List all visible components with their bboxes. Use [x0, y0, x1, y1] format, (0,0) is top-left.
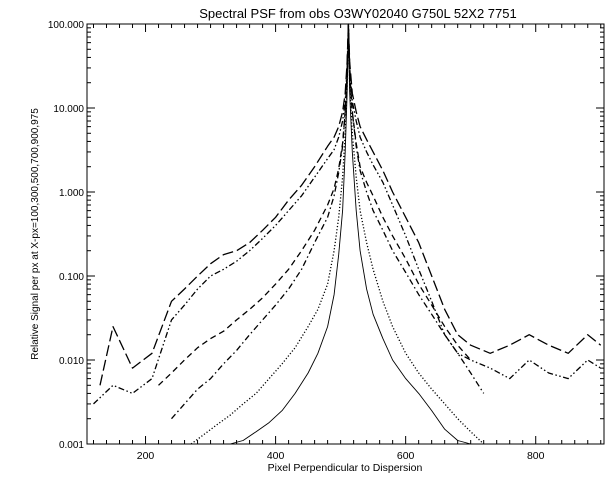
x-axis-label: Pixel Perpendicular to Dispersion: [268, 462, 423, 474]
y-axis-label: Relative Signal per px at X-px=100,300,5…: [30, 108, 41, 360]
y-tick-label: 0.010: [59, 356, 84, 367]
y-tick-label: 100.000: [48, 20, 85, 31]
chart-title: Spectral PSF from obs O3WY02040 G750L 52…: [199, 6, 516, 21]
y-tick-label: 1.000: [59, 188, 84, 199]
x-tick-label: 400: [267, 450, 285, 462]
y-tick-label: 0.001: [59, 440, 84, 451]
y-tick-label: 10.000: [53, 104, 84, 115]
series-line-5-dash-dot-dot: [93, 23, 602, 405]
x-tick-label: 200: [137, 450, 155, 462]
x-axis: 200 400 600 800: [93, 24, 602, 462]
series-line-6-long-dash: [99, 23, 602, 386]
x-tick-label: 600: [397, 450, 415, 462]
series-layer: [93, 23, 602, 445]
y-axis: 0.001 0.010 0.100 1.000 10.000 100.000: [48, 20, 604, 451]
x-tick-label: 800: [527, 450, 545, 462]
y-tick-label: 0.100: [59, 272, 84, 283]
series-line-4-dashed: [158, 24, 472, 386]
plot-frame: [86, 23, 605, 445]
series-line-3-dash-dot: [171, 25, 485, 420]
series-line-2-dotted: [190, 27, 485, 445]
